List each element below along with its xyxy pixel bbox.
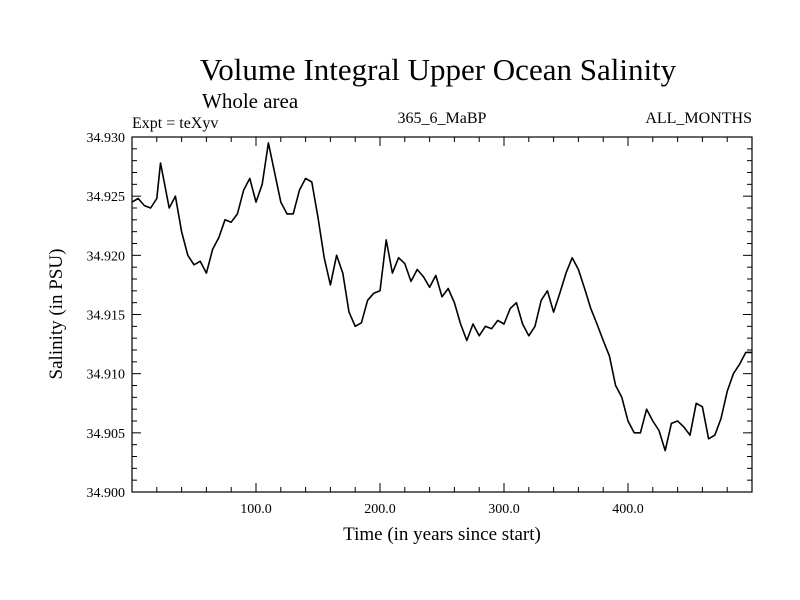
x-tick-label: 300.0 (488, 502, 520, 517)
months-label: ALL_MONTHS (645, 110, 752, 127)
x-axis: 100.0 200.0 300.0 400.0 (156, 137, 728, 517)
y-tick-label: 34.905 (87, 427, 126, 442)
run-label: 365_6_MaBP (398, 110, 487, 127)
chart-title: Volume Integral Upper Ocean Salinity (200, 52, 677, 87)
y-tick-label: 34.915 (87, 309, 126, 324)
salinity-series-line (131, 142, 752, 452)
y-tick-label: 34.925 (87, 190, 126, 205)
y-axis: 34.900 34.905 34.910 34.915 34.920 34.925 34.9… (87, 131, 752, 501)
x-tick-label: 200.0 (364, 502, 396, 517)
y-axis-label: Salinity (in PSU) (46, 249, 67, 380)
chart-subtitle: Whole area (202, 89, 299, 113)
x-tick-label: 400.0 (612, 502, 644, 517)
series-layer (131, 142, 752, 452)
y-tick-label: 34.900 (87, 486, 126, 501)
x-tick-label: 100.0 (240, 502, 272, 517)
x-axis-label: Time (in years since start) (343, 524, 541, 545)
y-tick-label: 34.920 (87, 249, 126, 264)
y-tick-label: 34.930 (87, 131, 126, 146)
y-tick-label: 34.910 (87, 368, 126, 383)
plot-frame (131, 136, 753, 493)
experiment-label: Expt = teXyv (132, 115, 218, 132)
